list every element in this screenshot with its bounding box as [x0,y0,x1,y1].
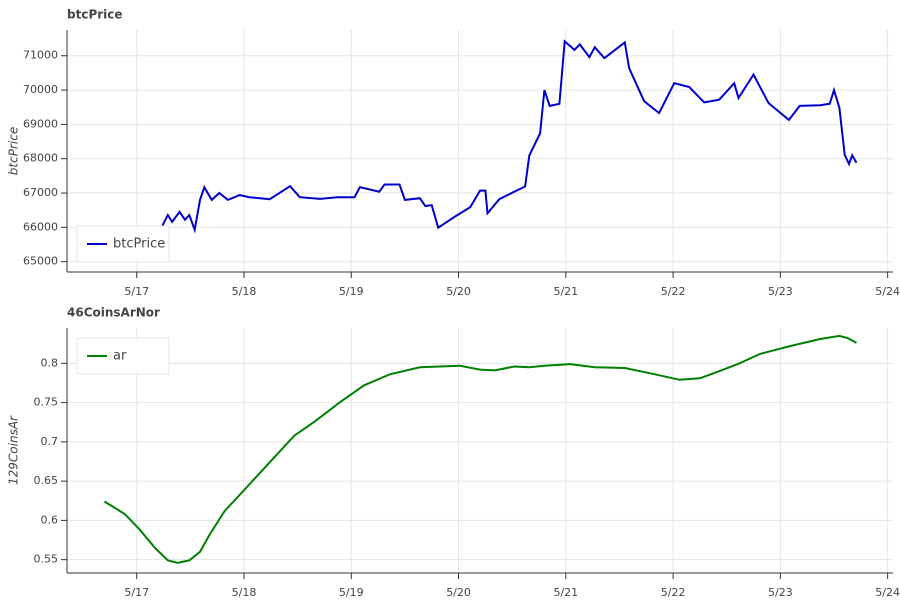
y-tick-label: 67000 [23,186,58,199]
x-tick-label: 5/20 [446,285,471,298]
x-tick-label: 5/22 [661,285,686,298]
x-tick-label: 5/21 [553,285,578,298]
y-tick-label: 66000 [23,220,58,233]
y-tick-label: 0.7 [41,435,59,448]
y-tick-label: 0.8 [41,356,59,369]
x-tick-label: 5/17 [124,586,149,599]
x-tick-label: 5/17 [124,285,149,298]
x-tick-label: 5/19 [339,586,364,599]
x-tick-label: 5/19 [339,285,364,298]
legend-label: btcPrice [113,237,165,252]
x-tick-label: 5/24 [875,285,900,298]
series-line [104,39,858,263]
x-tick-label: 5/21 [553,586,578,599]
y-tick-label: 65000 [23,255,58,268]
x-tick-label: 5/18 [232,285,257,298]
x-tick-label: 5/24 [875,586,900,599]
chart-title: btcPrice [67,8,123,22]
x-tick-label: 5/23 [768,586,793,599]
y-tick-label: 0.6 [41,513,59,526]
x-tick-label: 5/18 [232,586,257,599]
series-line [103,334,857,564]
y-axis-label: btcPrice [7,127,21,175]
x-tick-label: 5/22 [661,586,686,599]
x-tick-label: 5/20 [446,586,471,599]
y-tick-label: 0.65 [34,474,59,487]
legend-label: ar [113,349,127,364]
x-tick-label: 5/23 [768,285,793,298]
y-tick-label: 69000 [23,117,58,130]
y-tick-label: 0.55 [34,553,59,566]
y-tick-label: 0.75 [34,396,59,409]
y-axis-label: 129CoinsAr [7,415,21,485]
y-tick-label: 68000 [23,152,58,165]
chart-title: 46CoinsArNor [67,306,160,320]
y-tick-label: 70000 [23,83,58,96]
y-tick-label: 71000 [23,49,58,62]
